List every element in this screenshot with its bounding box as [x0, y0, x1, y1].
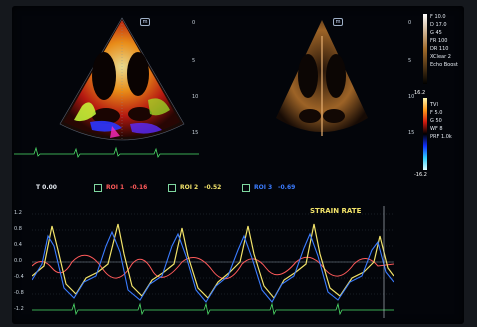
y-tick-label: -0.8 — [14, 290, 24, 296]
depth-tick: 0 — [408, 20, 412, 26]
roi-1-label: ROI 1 — [106, 184, 125, 191]
param-text: G 45 — [430, 30, 442, 36]
depth-tick: 15 — [192, 130, 199, 136]
roi-1-trace — [32, 254, 394, 280]
roi-2-label: ROI 2 — [180, 184, 199, 191]
roi-1-value: -0.16 — [130, 184, 148, 191]
depth-tick: 5 — [408, 58, 412, 64]
tvi-color-bar — [423, 98, 427, 170]
param-text: XClear 2 — [430, 54, 451, 60]
left-mode-icon[interactable]: m — [140, 18, 150, 26]
param-text: Echo Boost — [430, 62, 458, 68]
param-text: G 50 — [430, 118, 442, 124]
roi-3-label: ROI 3 — [254, 184, 273, 191]
right-mode-icon[interactable]: m — [333, 18, 343, 26]
param-text: F 10.0 — [430, 14, 446, 20]
y-tick-label: -0.4 — [14, 274, 24, 280]
grayscale-bar — [423, 14, 427, 84]
bmode-sector-image — [276, 20, 368, 136]
roi-2-trace — [32, 223, 394, 300]
ultrasound-screen: m 0 5 10 15 m 0 5 10 15 F 10.0 D 1 — [12, 6, 464, 324]
ecg-trace — [32, 302, 394, 316]
color-bar-top-label: 16.2 — [414, 90, 426, 96]
roi-3-value: -0.69 — [278, 184, 296, 191]
color-bar-bottom-label: -16.2 — [414, 172, 427, 178]
y-tick-label: -1.2 — [14, 306, 24, 312]
param-text: FR 100 — [430, 38, 448, 44]
param-text: WF 8 — [430, 126, 443, 132]
tvi-sector-image — [59, 17, 185, 141]
depth-tick: 10 — [408, 94, 415, 100]
depth-tick: 0 — [192, 20, 196, 26]
param-text: DR 110 — [430, 46, 449, 52]
depth-tick: 15 — [408, 130, 415, 136]
y-tick-label: 1.2 — [14, 210, 22, 216]
param-text: D 17.0 — [430, 22, 447, 28]
left-ecg-trace — [14, 146, 199, 158]
roi-header: T 0.00 ROI 1 -0.16 ROI 2 -0.52 ROI 3 -0.… — [36, 184, 336, 194]
roi-3-trace — [32, 230, 394, 303]
roi-1-checkbox[interactable] — [94, 184, 102, 192]
strain-rate-title: STRAIN RATE — [310, 207, 362, 215]
time-label: T 0.00 — [36, 184, 57, 191]
y-tick-label: 0.4 — [14, 242, 22, 248]
param-text: PRF 1.0k — [430, 134, 452, 140]
roi-2-value: -0.52 — [204, 184, 222, 191]
roi-2-checkbox[interactable] — [168, 184, 176, 192]
y-tick-label: 0.8 — [14, 226, 22, 232]
param-text: TVI — [430, 102, 438, 108]
depth-tick: 5 — [192, 58, 196, 64]
strain-rate-plot — [32, 206, 394, 318]
param-text: F 5.0 — [430, 110, 443, 116]
depth-tick: 10 — [192, 94, 199, 100]
roi-3-checkbox[interactable] — [242, 184, 250, 192]
y-tick-label: 0.0 — [14, 258, 22, 264]
